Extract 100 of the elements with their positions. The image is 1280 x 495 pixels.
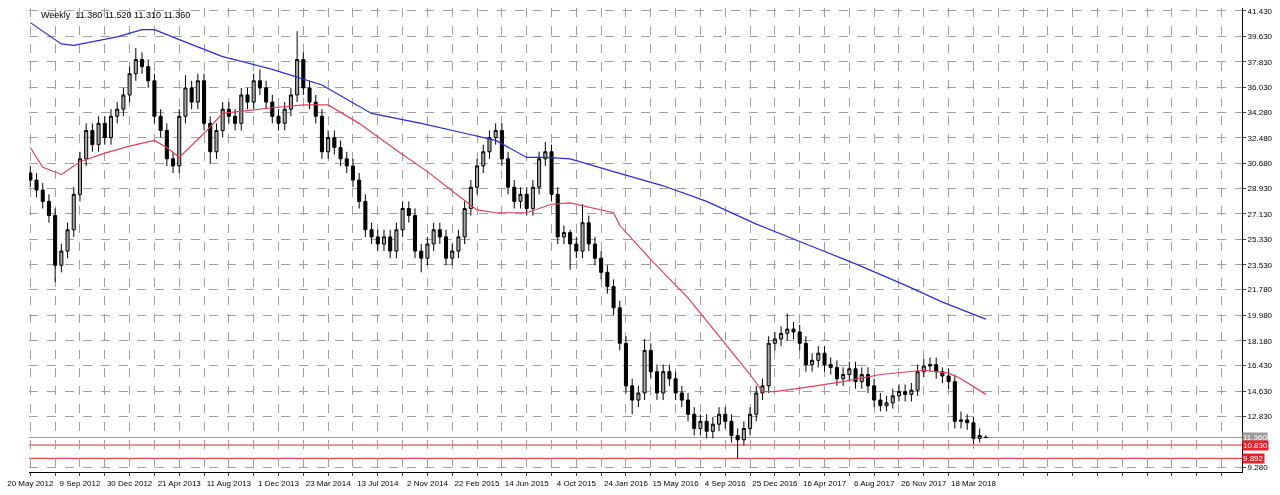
candlestick bbox=[208, 115, 213, 164]
x-tick-label: 4 Sep 2016 bbox=[704, 478, 747, 488]
candlestick bbox=[257, 68, 262, 96]
candlestick bbox=[952, 374, 957, 429]
x-tick-label: 24 Jan 2016 bbox=[603, 478, 649, 488]
candlestick bbox=[512, 179, 517, 209]
candlestick bbox=[437, 222, 442, 245]
x-tick-label: 22 Feb 2015 bbox=[454, 478, 501, 488]
x-tick-label: 1 Dec 2013 bbox=[258, 478, 300, 488]
y-tick-label: 23.530 bbox=[1247, 260, 1273, 270]
x-tick-label: 9 Sep 2012 bbox=[59, 478, 101, 488]
candlestick bbox=[822, 345, 827, 373]
candlestick bbox=[586, 215, 591, 252]
candlestick bbox=[816, 345, 821, 368]
chart-title: Weekly 11.380 11.520 11.310 11.360 bbox=[41, 10, 191, 20]
candlestick bbox=[834, 359, 839, 387]
candlestick bbox=[499, 122, 504, 167]
y-tick-label: 41.430 bbox=[1247, 6, 1273, 16]
candlestick bbox=[654, 364, 660, 401]
candlestick bbox=[270, 94, 275, 124]
x-tick-label: 16 Apr 2017 bbox=[802, 478, 847, 488]
candlestick bbox=[549, 144, 554, 202]
candlestick bbox=[102, 115, 107, 146]
y-tick-label: 28.930 bbox=[1247, 184, 1273, 194]
line-series bbox=[29, 22, 987, 320]
candlestick bbox=[264, 80, 269, 110]
candlestick bbox=[692, 406, 697, 437]
y-tick-label: 16.430 bbox=[1247, 361, 1273, 371]
candlestick bbox=[220, 101, 225, 139]
candlestick bbox=[965, 413, 970, 431]
candlestick bbox=[623, 335, 628, 394]
x-tick-label: 23 Mar 2014 bbox=[305, 478, 352, 488]
candlestick bbox=[357, 172, 362, 209]
candlestick bbox=[599, 250, 604, 280]
candlestick bbox=[741, 420, 746, 446]
candlestick bbox=[313, 94, 318, 124]
candlestick bbox=[568, 229, 573, 271]
candlestick bbox=[903, 383, 908, 402]
candlestick bbox=[555, 186, 560, 245]
candlestick bbox=[406, 200, 411, 224]
ref-line-label: 11.360 bbox=[1243, 433, 1268, 442]
candlestick bbox=[506, 151, 511, 195]
candlestick bbox=[630, 378, 635, 415]
y-tick-label: 12.830 bbox=[1247, 412, 1273, 422]
candlestick bbox=[276, 108, 281, 131]
candlestick bbox=[872, 378, 877, 408]
x-tick-label: 20 May 2012 bbox=[7, 478, 54, 488]
x-tick-label: 25 Dec 2016 bbox=[752, 478, 799, 488]
x-tick-label: 4 Oct 2015 bbox=[556, 478, 597, 488]
x-tick-label: 21 Apr 2013 bbox=[157, 478, 202, 488]
y-tick-label: 36.030 bbox=[1247, 83, 1273, 93]
candlestick bbox=[779, 325, 784, 347]
x-tick-label: 15 May 2016 bbox=[652, 478, 700, 488]
x-tick-label: 30 Dec 2012 bbox=[106, 478, 153, 488]
x-tick-label: 6 Aug 2017 bbox=[853, 478, 895, 488]
candlestick bbox=[723, 406, 728, 429]
candlestick bbox=[226, 101, 231, 124]
candlestick bbox=[679, 385, 684, 408]
candlestick bbox=[797, 324, 802, 351]
candlestick bbox=[388, 229, 393, 259]
candlestick bbox=[686, 392, 691, 422]
candlestick bbox=[319, 108, 324, 160]
candlestick bbox=[648, 342, 653, 380]
candlestick bbox=[934, 356, 939, 380]
candlestick bbox=[375, 229, 380, 252]
y-tick-label: 19.980 bbox=[1247, 311, 1273, 320]
candlestick bbox=[710, 416, 715, 439]
candlestick bbox=[617, 300, 622, 351]
x-tick-label: 2 Nov 2014 bbox=[406, 478, 449, 488]
candlestick bbox=[444, 229, 449, 266]
y-tick-label: 32.480 bbox=[1247, 133, 1273, 143]
candlestick bbox=[53, 208, 58, 283]
ref-line-label: 10.830 bbox=[1243, 441, 1269, 450]
y-tick-label: 39.630 bbox=[1247, 32, 1273, 42]
candlestick bbox=[959, 410, 964, 429]
candlestick bbox=[865, 366, 870, 394]
candlestick bbox=[239, 87, 244, 131]
line-series bbox=[29, 104, 987, 395]
candlestick bbox=[146, 59, 151, 89]
candlestick bbox=[419, 243, 424, 273]
candlestick bbox=[164, 122, 169, 167]
candlestick bbox=[381, 229, 387, 252]
y-tick-label: 37.830 bbox=[1247, 57, 1273, 67]
y-tick-label: 18.180 bbox=[1247, 336, 1273, 346]
y-tick-label: 9.280 bbox=[1247, 462, 1269, 472]
y-tick-label: 25.330 bbox=[1247, 235, 1273, 245]
y-tick-label: 34.280 bbox=[1247, 108, 1273, 118]
candlestick bbox=[543, 141, 548, 167]
candlestick bbox=[171, 151, 176, 174]
candlestick bbox=[803, 335, 808, 373]
candlestick bbox=[202, 73, 207, 131]
candlestick bbox=[245, 87, 250, 110]
candlestick bbox=[350, 158, 355, 188]
x-tick-label: 18 Mar 2018 bbox=[950, 478, 997, 488]
candlestick bbox=[139, 51, 145, 75]
candlestick bbox=[412, 208, 418, 259]
x-tick-label: 26 Nov 2017 bbox=[901, 478, 948, 488]
candlestick bbox=[233, 108, 238, 131]
y-tick-label: 21.780 bbox=[1247, 285, 1273, 295]
candlestick bbox=[828, 356, 833, 376]
